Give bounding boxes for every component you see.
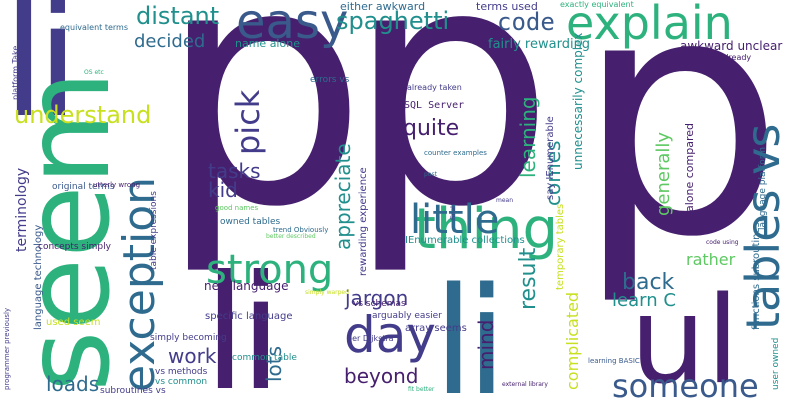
cloud-word: fit better xyxy=(408,386,435,393)
cloud-word: spaghetti xyxy=(336,7,450,35)
cloud-word: counter examples xyxy=(424,149,487,157)
cloud-word: unnecessarily complex xyxy=(571,32,585,170)
cloud-word: specific language xyxy=(205,311,293,322)
cloud-word: alone compared xyxy=(683,122,696,212)
cloud-word: awkward unclear xyxy=(680,39,783,53)
cloud-word: trend Obviously xyxy=(273,226,329,234)
cloud-word: code xyxy=(497,8,555,36)
cloud-word: new language xyxy=(204,279,289,293)
cloud-word: temporary tables xyxy=(555,203,566,290)
cloud-word: rewarding experience xyxy=(358,167,369,276)
cloud-word: beyond xyxy=(344,364,419,388)
cloud-word: original terms xyxy=(52,182,115,192)
cloud-word: SQL Server xyxy=(404,100,465,111)
cloud-word: array seems xyxy=(405,323,467,334)
cloud-word: IEnumerable collections xyxy=(405,235,525,246)
cloud-word: work xyxy=(168,344,217,368)
cloud-word: programmer previously xyxy=(3,307,11,390)
cloud-word: learn C xyxy=(612,290,676,311)
cloud-word: kid xyxy=(208,178,238,202)
cloud-word: easy xyxy=(236,0,349,50)
cloud-word: per Dijkstra xyxy=(347,334,394,343)
cloud-word: platform Take xyxy=(11,45,20,100)
cloud-word: li xyxy=(2,0,80,153)
cloud-word: learning BASIC xyxy=(588,357,640,365)
cloud-word: learning xyxy=(516,96,540,178)
cloud-word: simply warped xyxy=(305,289,349,296)
cloud-word: OS etc xyxy=(84,69,104,76)
cloud-word: language platform xyxy=(758,146,768,230)
cloud-word: vs schemas xyxy=(353,299,406,309)
cloud-word: name alone xyxy=(235,37,300,50)
cloud-word: arguably easier xyxy=(372,311,442,321)
cloud-word: li xyxy=(433,256,507,400)
cloud-word: loads xyxy=(46,372,100,396)
cloud-word: generally xyxy=(653,131,674,216)
cloud-word: used seem xyxy=(46,317,101,328)
cloud-word: equivalent terms xyxy=(60,23,128,32)
cloud-word: things already xyxy=(694,53,752,62)
cloud-word: owned tables xyxy=(220,217,281,227)
cloud-word: simply becoming xyxy=(150,333,227,343)
cloud-word: say IEnumerable xyxy=(545,116,556,200)
cloud-word: jargon xyxy=(345,286,409,310)
cloud-word: common table xyxy=(232,353,297,363)
cloud-word: li xyxy=(203,242,283,400)
cloud-word: better described xyxy=(266,233,316,240)
cloud-word: decided xyxy=(134,31,206,52)
cloud-word: back xyxy=(622,270,675,295)
cloud-word: complicated xyxy=(563,291,582,390)
cloud-word: Final xyxy=(450,206,457,220)
cloud-word: ul xyxy=(630,272,740,400)
cloud-word: fairly rewarding xyxy=(488,37,591,52)
cloud-word: p xyxy=(575,0,785,309)
cloud-word: someone xyxy=(612,367,759,400)
cloud-word: pp xyxy=(158,0,555,279)
cloud-word: either awkward xyxy=(340,0,426,13)
cloud-word: mean xyxy=(496,197,514,204)
cloud-word: result xyxy=(516,247,541,310)
cloud-word: utterly wrong xyxy=(93,181,141,189)
cloud-word: thing xyxy=(414,197,559,262)
cloud-word: lots xyxy=(262,345,286,382)
cloud-word: distant xyxy=(136,2,220,30)
cloud-word: tasks xyxy=(208,159,261,183)
cloud-word: exactly equivalent xyxy=(560,0,634,9)
cloud-word: functions subroutines xyxy=(751,222,762,330)
cloud-word: explain xyxy=(566,0,733,50)
cloud-word: concepts simply xyxy=(38,242,111,252)
cloud-word: user owned xyxy=(771,337,781,390)
cloud-word: day xyxy=(344,306,436,364)
cloud-word: terminology xyxy=(14,167,30,252)
cloud-word: quite xyxy=(403,116,460,141)
cloud-word: language technology xyxy=(33,224,44,330)
cloud-word: vs methods xyxy=(155,367,208,377)
cloud-word: appreciate xyxy=(331,143,355,250)
cloud-word: rather xyxy=(686,250,736,269)
cloud-word: little xyxy=(410,197,500,243)
cloud-word: errors vs xyxy=(310,75,350,85)
cloud-word: subroutines vs xyxy=(100,386,166,396)
cloud-word: vs common xyxy=(155,377,208,387)
cloud-word: good names xyxy=(215,204,259,212)
cloud-word: understand xyxy=(14,101,152,129)
cloud-word: strong xyxy=(206,247,334,293)
cloud-word: external library xyxy=(502,381,548,388)
cloud-word: pick xyxy=(229,89,267,155)
cloud-word: post xyxy=(424,171,437,178)
cloud-word: table expressions xyxy=(149,191,159,270)
cloud-word: code using xyxy=(706,239,739,246)
cloud-word: mind xyxy=(474,319,498,370)
cloud-word: terms used xyxy=(476,0,538,13)
cloud-word: already taken xyxy=(407,83,462,92)
